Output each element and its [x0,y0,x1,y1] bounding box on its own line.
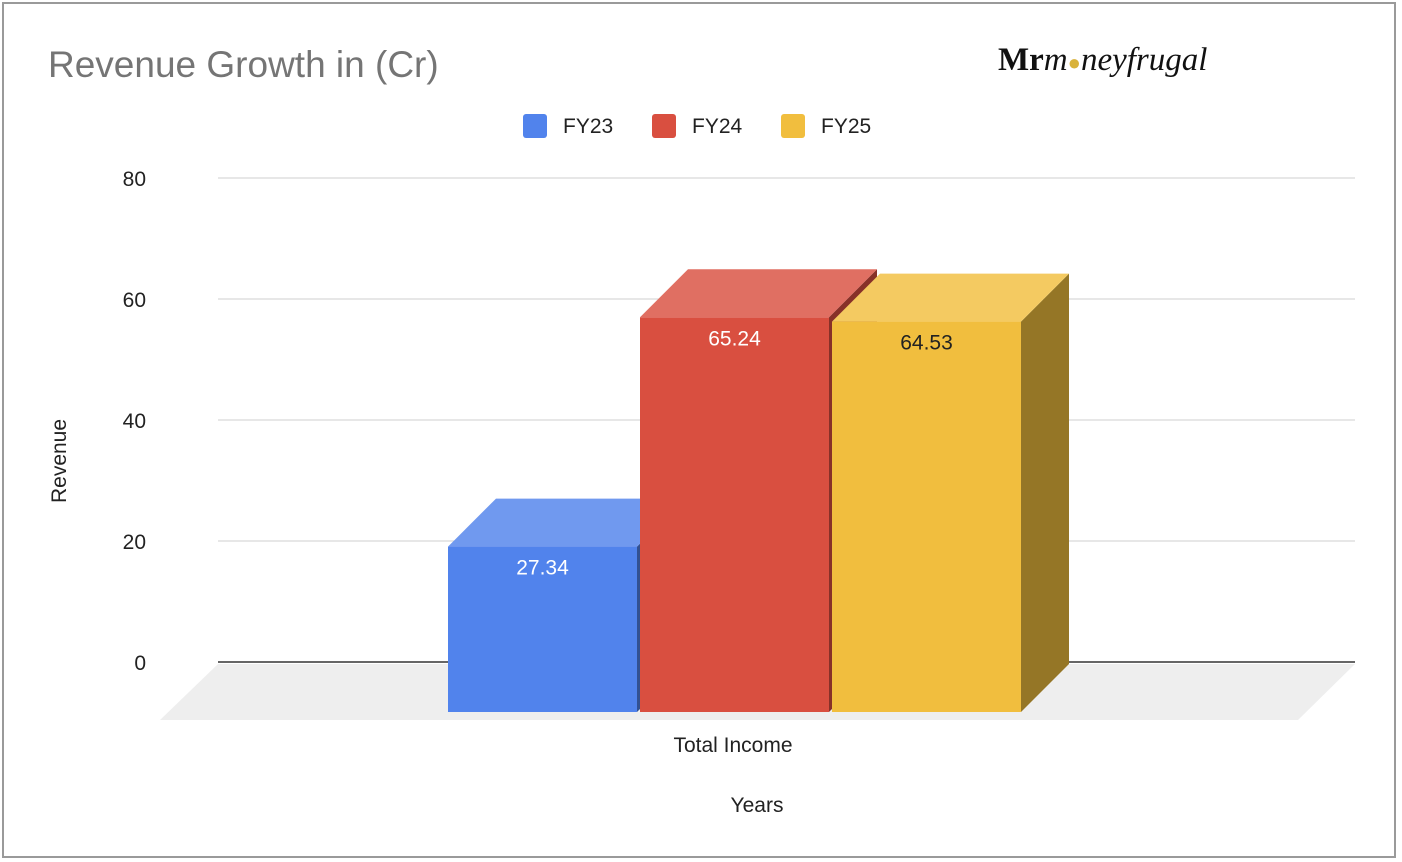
bar-top-fy24 [640,269,877,318]
legend-label-fy24: FY24 [692,115,743,138]
legend-label-fy25: FY25 [821,115,871,138]
x-category-label: Total Income [673,734,792,757]
bar-top-fy25 [832,273,1069,322]
legend-label-fy23: FY23 [563,115,613,138]
y-tick-label: 80 [123,168,146,191]
data-label-fy25: 64.53 [900,332,953,355]
y-tick-label: 40 [123,410,146,433]
logo: Mrm●neyfrugal [998,42,1208,78]
bar-top-fy23 [448,498,685,547]
chart-title: Revenue Growth in (Cr) [48,44,439,85]
x-axis-title: Years [731,794,784,817]
data-label-fy24: 65.24 [708,327,761,350]
y-axis-title: Revenue [48,419,71,503]
bar-fy25 [832,321,1021,712]
y-tick-label: 60 [123,289,146,312]
legend-swatch-fy23 [523,114,547,138]
legend-swatch-fy24 [652,114,676,138]
bar-fy23 [448,546,637,712]
bar-side-fy25 [1021,273,1069,712]
legend-swatch-fy25 [781,114,805,138]
bar-fy24 [640,317,829,712]
y-tick-label: 20 [123,531,146,554]
data-label-fy23: 27.34 [516,557,569,580]
y-tick-label: 0 [134,652,146,675]
